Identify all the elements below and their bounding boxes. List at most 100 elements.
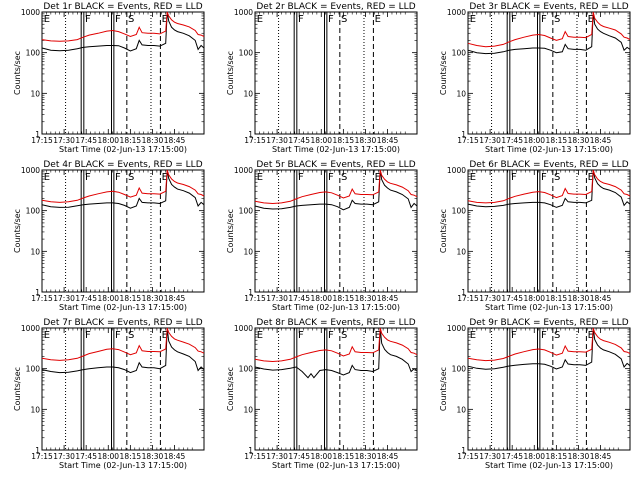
y-tick-label: 1000 [234,8,253,17]
y-axis-label: Counts/sec [226,367,235,411]
panel-3r: Det 3r BLACK = Events, RED = LLD 1 10 100 10… [439,2,631,154]
panel-title: Det 4r BLACK = Events, RED = LLD [43,160,202,170]
x-tick-label: 17:30 [479,136,501,145]
series-lld-line [467,169,631,204]
event-marker: F [298,14,304,25]
x-tick-label: 18:45 [377,136,399,145]
panel-6r: Det 6r BLACK = Events, RED = LLD 1 10 100 10… [439,160,631,312]
y-tick-label: 10 [30,247,40,256]
x-tick-label: 17:15 [244,294,266,303]
event-marker: E [588,172,594,183]
x-axis-label: Start Time (02-Jun-13 17:15:00) [485,303,613,312]
event-marker: F [328,14,334,25]
event-marker: S [554,172,560,183]
plot-frame [254,327,418,451]
panel-title: Det 5r BLACK = Events, RED = LLD [256,160,415,170]
x-tick-label: 17:15 [457,136,479,145]
series-events-line [254,169,418,211]
x-tick-label: 18:45 [590,294,612,303]
x-tick-label: 18:00 [97,136,119,145]
event-marker: E [375,172,381,183]
x-tick-label: 18:45 [164,294,186,303]
y-tick-label: 1 [248,130,253,139]
event-marker: F [115,14,121,25]
y-tick-label: 1 [35,288,40,297]
x-tick-label: 17:30 [479,452,501,461]
y-tick-label: 1 [248,446,253,455]
plot-frame [467,11,631,135]
series-events-line [254,327,418,379]
plot-frame [254,11,418,135]
event-marker: E [257,330,263,341]
x-tick-label: 18:15 [120,294,142,303]
panel-title: Det 1r BLACK = Events, RED = LLD [43,2,202,12]
x-tick-label: 17:45 [75,452,97,461]
x-tick-label: 18:45 [590,136,612,145]
x-axis-label: Start Time (02-Jun-13 17:15:00) [485,461,613,470]
x-tick-label: 18:15 [546,136,568,145]
series-lld-line [254,169,418,205]
y-axis-label: Counts/sec [226,51,235,95]
event-marker: E [470,330,476,341]
x-tick-label: 17:15 [31,136,53,145]
x-tick-label: 18:45 [377,294,399,303]
x-tick-label: 18:45 [164,452,186,461]
x-axis-label: Start Time (02-Jun-13 17:15:00) [272,145,400,154]
y-axis-label: Counts/sec [439,51,448,95]
y-axis-label: Counts/sec [226,209,235,253]
y-tick-label: 100 [452,49,467,58]
x-tick-label: 18:15 [546,294,568,303]
event-marker: F [541,330,547,341]
event-marker: F [511,330,517,341]
event-marker: E [470,14,476,25]
x-tick-label: 18:30 [142,294,164,303]
x-tick-label: 18:15 [333,452,355,461]
x-tick-label: 18:15 [333,294,355,303]
series-lld-line [41,169,205,203]
plot-frame [41,327,205,451]
event-marker: E [162,14,168,25]
x-tick-label: 18:30 [568,136,590,145]
panel-title: Det 3r BLACK = Events, RED = LLD [469,2,628,12]
event-marker: E [44,330,50,341]
y-tick-label: 10 [30,89,40,98]
event-marker: E [375,14,381,25]
x-tick-label: 18:30 [568,294,590,303]
x-tick-label: 17:15 [244,136,266,145]
plot-frame [254,169,418,293]
panel-title: Det 8r BLACK = Events, RED = LLD [256,318,415,328]
y-axis-label: Counts/sec [13,367,22,411]
y-tick-label: 1 [248,288,253,297]
panel-title: Det 7r BLACK = Events, RED = LLD [43,318,202,328]
y-tick-label: 100 [26,49,41,58]
x-tick-label: 17:30 [53,452,75,461]
panel-title: Det 2r BLACK = Events, RED = LLD [256,2,415,12]
y-tick-label: 100 [26,365,41,374]
event-marker: F [511,14,517,25]
panel-5r: Det 5r BLACK = Events, RED = LLD 1 10 100 10… [226,160,418,312]
event-marker: E [44,14,50,25]
event-marker: F [541,14,547,25]
x-tick-label: 18:00 [97,294,119,303]
x-tick-label: 18:00 [310,294,332,303]
event-marker: F [541,172,547,183]
event-marker: E [44,172,50,183]
event-marker: F [85,330,91,341]
event-marker: E [588,330,594,341]
y-tick-label: 1 [461,288,466,297]
y-tick-label: 1 [461,446,466,455]
y-tick-label: 100 [239,49,254,58]
x-tick-label: 17:45 [288,136,310,145]
event-marker: F [85,172,91,183]
y-tick-label: 10 [243,89,253,98]
y-tick-label: 1000 [234,324,253,333]
y-tick-label: 1 [35,130,40,139]
y-tick-label: 10 [243,247,253,256]
x-axis-label: Start Time (02-Jun-13 17:15:00) [272,461,400,470]
event-marker: E [375,330,381,341]
y-tick-label: 1000 [447,8,466,17]
y-tick-label: 100 [452,365,467,374]
event-marker: F [298,172,304,183]
x-tick-label: 17:15 [457,452,479,461]
